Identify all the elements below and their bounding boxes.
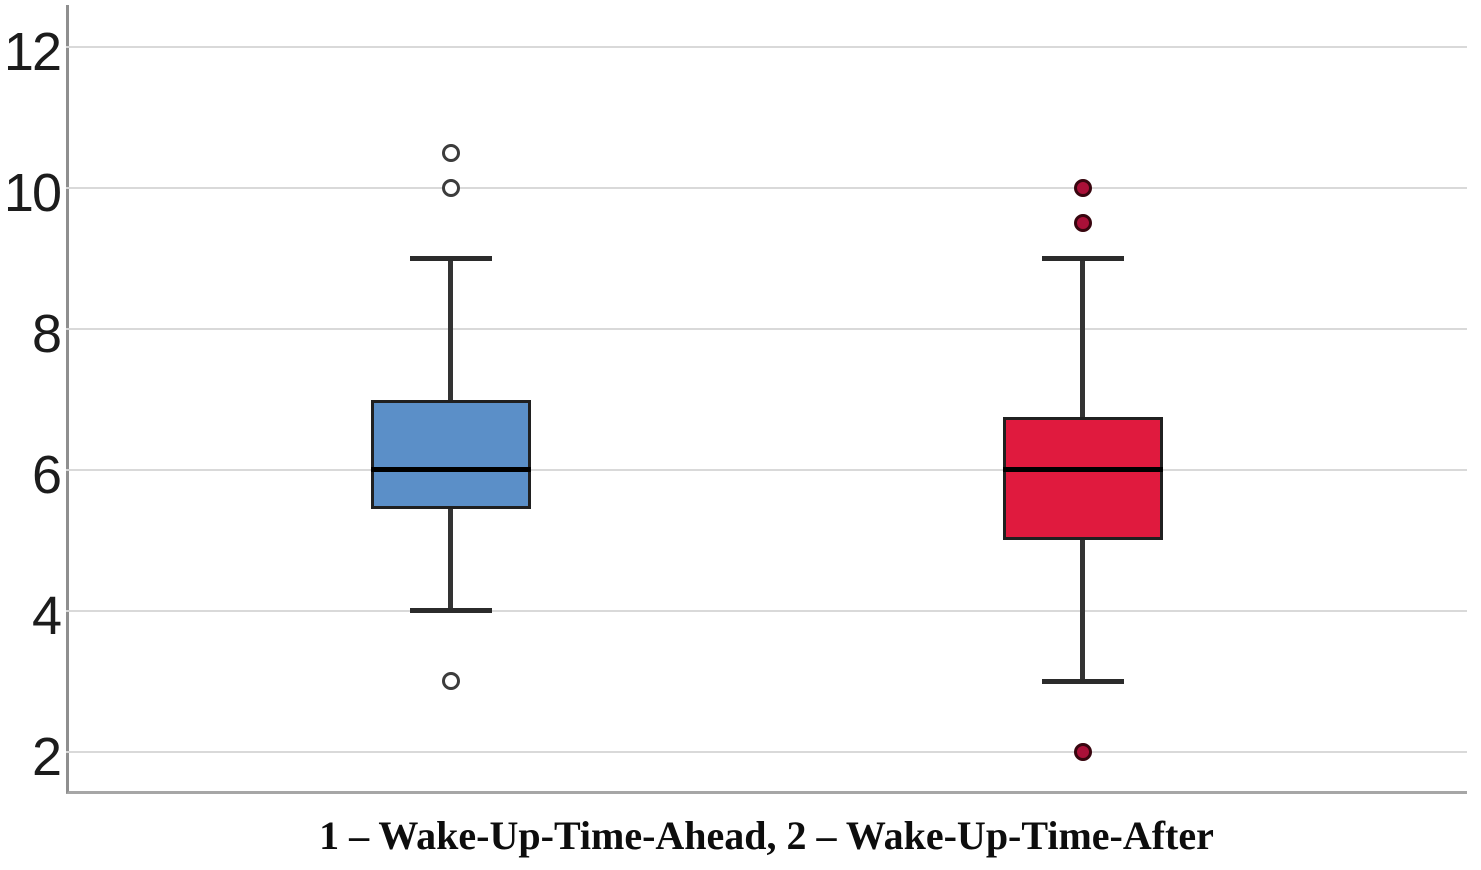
outlier-1-2-open-circle (441, 179, 460, 198)
y-tick-label-2: 2 (31, 726, 62, 787)
y-tick-label-4: 4 (31, 585, 62, 646)
whisker-cap-top-1 (409, 256, 492, 262)
outlier-1-3-open-circle (441, 672, 460, 691)
outlier-1-1-open-circle (441, 143, 460, 162)
median-line-2 (1002, 467, 1163, 473)
gridline-y-12 (66, 46, 1467, 49)
outlier-2-2-filled-circle (1073, 214, 1092, 233)
plot-area (66, 5, 1467, 794)
gridline-y-10 (66, 187, 1467, 190)
y-tick-label-6: 6 (31, 444, 62, 505)
gridline-y-8 (66, 328, 1467, 331)
whisker-cap-top-2 (1041, 256, 1124, 262)
x-axis-caption: 1 – Wake-Up-Time-Ahead, 2 – Wake-Up-Time… (319, 813, 1214, 858)
box-1 (370, 399, 531, 509)
outlier-2-1-filled-circle (1073, 179, 1092, 198)
gridline-y-4 (66, 609, 1467, 612)
y-tick-label-10: 10 (3, 163, 62, 224)
whisker-cap-bottom-1 (409, 608, 492, 614)
y-tick-label-8: 8 (31, 304, 62, 365)
whisker-cap-bottom-2 (1041, 678, 1124, 684)
gridline-y-2 (66, 750, 1467, 753)
median-line-1 (370, 467, 531, 473)
outlier-2-3-filled-circle (1073, 742, 1092, 761)
box-2 (1002, 417, 1163, 541)
y-tick-label-12: 12 (3, 22, 62, 83)
gridline-y-6 (66, 468, 1467, 471)
